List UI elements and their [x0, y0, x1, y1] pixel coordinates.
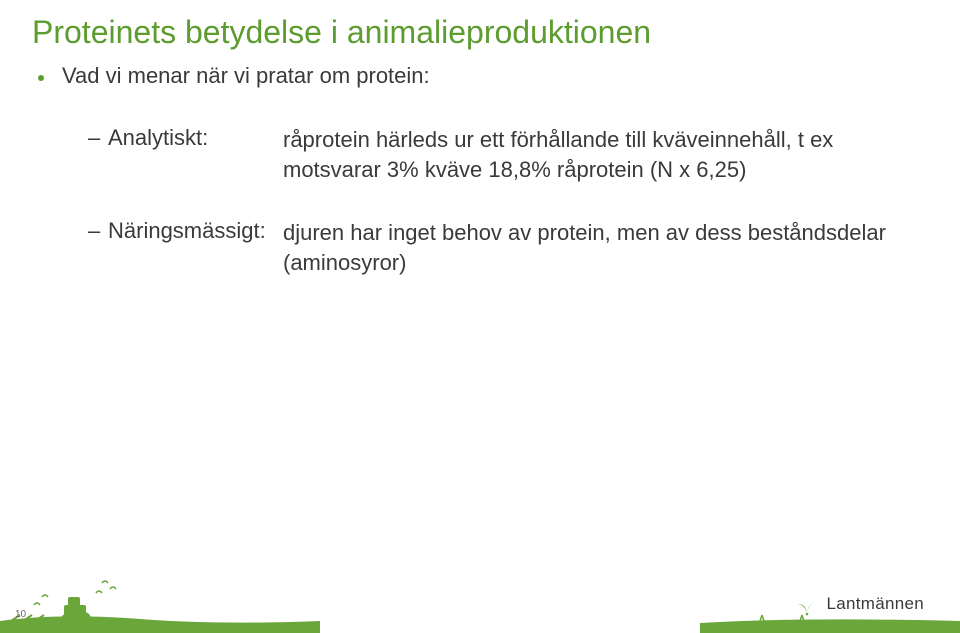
page-number: 10 [15, 609, 26, 620]
definition-term: Näringsmässigt: [108, 218, 283, 244]
bullet-dot-icon [38, 75, 44, 81]
definition-desc: råprotein härleds ur ett förhållande til… [283, 125, 898, 184]
brand-logo: Lantmännen [794, 591, 924, 617]
definition-desc: djuren har inget behov av protein, men a… [283, 218, 898, 277]
definition-list: – Analytiskt: råprotein härleds ur ett f… [88, 125, 898, 312]
dash-icon: – [88, 125, 108, 151]
bullet-text: Vad vi menar när vi pratar om protein: [62, 63, 430, 89]
dash-icon: – [88, 218, 108, 244]
definition-row: – Analytiskt: råprotein härleds ur ett f… [88, 125, 898, 184]
sprout-icon [794, 591, 820, 617]
page-title: Proteinets betydelse i animalieproduktio… [32, 14, 651, 51]
definition-row: – Näringsmässigt: djuren har inget behov… [88, 218, 898, 277]
brand-name: Lantmännen [826, 594, 924, 614]
definition-term: Analytiskt: [108, 125, 283, 151]
bullet-item: Vad vi menar när vi pratar om protein: [38, 63, 430, 89]
slide: Proteinets betydelse i animalieproduktio… [0, 0, 960, 633]
